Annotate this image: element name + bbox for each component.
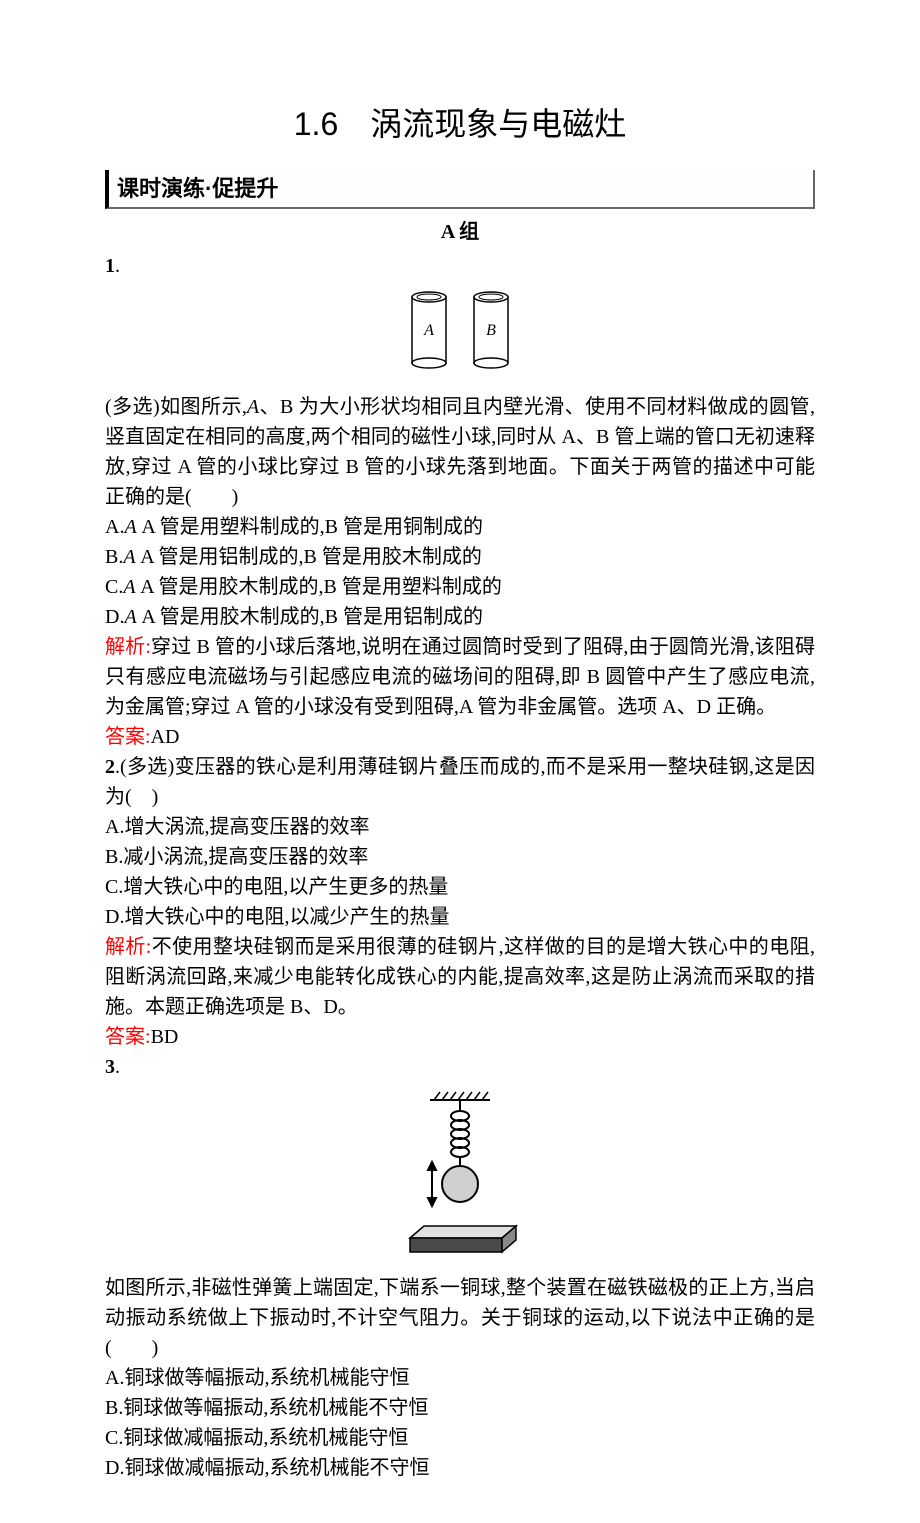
question-2: 2.(多选)变压器的铁心是利用薄硅钢片叠压而成的,而不是采用一整块硅钢,这是因为… xyxy=(105,752,815,1052)
q1-expl-label: 解析: xyxy=(105,636,151,658)
q1-stem-prefix: (多选)如图所示, xyxy=(105,396,247,418)
q3-number: 3 xyxy=(105,1056,115,1078)
q3-option-b: B.铜球做等幅振动,系统机械能不守恒 xyxy=(105,1393,815,1423)
q1-ans-label: 答案: xyxy=(105,726,151,748)
q1-option-c: C.A A 管是用胶木制成的,B 管是用塑料制成的 xyxy=(105,572,815,602)
q3-stem: 如图所示,非磁性弹簧上端固定,下端系一铜球,整个装置在磁铁磁极的正上方,当启动振… xyxy=(105,1273,815,1363)
q2-stem-text: .(多选)变压器的铁心是利用薄硅钢片叠压而成的,而不是采用一整块硅钢,这是因为(… xyxy=(105,756,815,808)
q2-option-d: D.增大铁心中的电阻,以减少产生的热量 xyxy=(105,902,815,932)
question-3: 3. xyxy=(105,1052,815,1483)
q3-option-d: D.铜球做减幅振动,系统机械能不守恒 xyxy=(105,1453,815,1483)
q2-option-b: B.减小涡流,提高变压器的效率 xyxy=(105,842,815,872)
q1-option-b: B.A A 管是用铝制成的,B 管是用胶木制成的 xyxy=(105,542,815,572)
q1-dot: . xyxy=(115,255,120,277)
question-1: 1. A B (多选)如图所示,A、B 为大小形状均相同且内壁光滑、使用不同材料… xyxy=(105,251,815,752)
tube-label-a: A xyxy=(423,322,434,339)
q1-number: 1 xyxy=(105,255,115,277)
q2-ans-text: BD xyxy=(151,1026,179,1048)
q1-figure: A B xyxy=(105,287,815,386)
spring-icon xyxy=(451,1100,469,1166)
q1-ans-text: AD xyxy=(151,726,180,748)
ball-icon xyxy=(442,1166,478,1202)
q2-expl-label: 解析: xyxy=(105,936,151,958)
q2-expl-text: 不使用整块硅钢而是采用很薄的硅钢片,这样做的目的是增大铁心中的电阻,阻断涡流回路… xyxy=(105,936,815,1018)
spring-ball-diagram xyxy=(390,1088,530,1258)
q1-option-a: A.A A 管是用塑料制成的,B 管是用铜制成的 xyxy=(105,512,815,542)
double-arrow-icon xyxy=(428,1162,436,1206)
q3-option-c: C.铜球做减幅振动,系统机械能守恒 xyxy=(105,1423,815,1453)
page-title: 1.6 涡流现象与电磁灶 xyxy=(105,100,815,148)
section-header: 课时演练·促提升 xyxy=(105,170,815,209)
q3-option-a: A.铜球做等幅振动,系统机械能守恒 xyxy=(105,1363,815,1393)
tubes-diagram: A B xyxy=(390,287,530,377)
magnet-icon xyxy=(410,1226,516,1252)
group-label: A 组 xyxy=(105,217,815,247)
q2-answer: 答案:BD xyxy=(105,1022,815,1052)
q1-explanation: 解析:穿过 B 管的小球后落地,说明在通过圆筒时受到了阻碍,由于圆筒光滑,该阻碍… xyxy=(105,632,815,722)
q1-stem: (多选)如图所示,A、B 为大小形状均相同且内壁光滑、使用不同材料做成的圆管,竖… xyxy=(105,392,815,512)
q2-explanation: 解析:不使用整块硅钢而是采用很薄的硅钢片,这样做的目的是增大铁心中的电阻,阻断涡… xyxy=(105,932,815,1022)
q1-option-d: D.A A 管是用胶木制成的,B 管是用铝制成的 xyxy=(105,602,815,632)
q2-option-c: C.增大铁心中的电阻,以产生更多的热量 xyxy=(105,872,815,902)
q1-expl-text: 穿过 B 管的小球后落地,说明在通过圆筒时受到了阻碍,由于圆筒光滑,该阻碍只有感… xyxy=(105,636,815,718)
q3-dot: . xyxy=(115,1056,120,1078)
q1-var-a: A xyxy=(247,396,259,418)
q3-figure xyxy=(105,1088,815,1267)
q1-answer: 答案:AD xyxy=(105,722,815,752)
tube-label-b: B xyxy=(486,322,496,339)
tube-a-icon: A xyxy=(412,292,446,368)
q2-number: 2 xyxy=(105,756,115,778)
tube-b-icon: B xyxy=(474,292,508,368)
q2-stem: 2.(多选)变压器的铁心是利用薄硅钢片叠压而成的,而不是采用一整块硅钢,这是因为… xyxy=(105,752,815,812)
q2-ans-label: 答案: xyxy=(105,1026,151,1048)
hatch-icon xyxy=(434,1092,488,1100)
q2-option-a: A.增大涡流,提高变压器的效率 xyxy=(105,812,815,842)
